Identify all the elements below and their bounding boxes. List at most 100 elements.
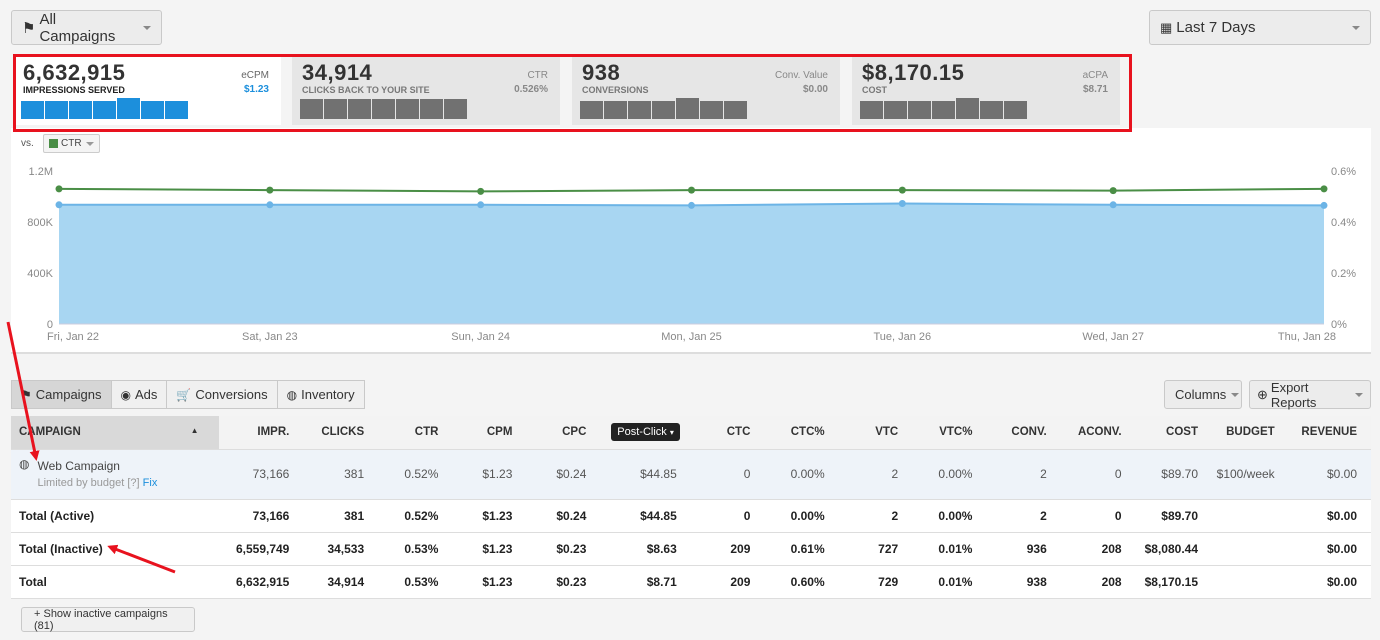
x-tick-label: Thu, Jan 28 — [1278, 331, 1336, 343]
stat-card-clicks[interactable]: 34,914 CLICKS BACK TO YOUR SITE CTR 0.52… — [292, 55, 560, 125]
eye-icon: ◉ — [120, 387, 132, 402]
y-right-tick-label: 0.4% — [1331, 217, 1356, 229]
table-cell: 209 — [690, 532, 765, 566]
table-cell: $1.23 — [452, 499, 527, 533]
table-cell: 0 — [1060, 449, 1136, 500]
impressions-point — [55, 201, 63, 209]
tab-label: Campaigns — [35, 387, 102, 402]
post-click-dropdown-label: Post-Click — [617, 426, 667, 439]
ctr-point — [898, 186, 906, 194]
campaign-select[interactable]: ⚑ All Campaigns — [11, 10, 162, 45]
ctr-swatch-icon — [49, 139, 58, 148]
sort-asc-icon: ▲ — [190, 426, 199, 436]
campaign-status-note: Limited by budget [?] — [37, 477, 140, 489]
table-cell: $0.24 — [526, 499, 601, 533]
stat-value: $8,170.15 — [862, 60, 965, 85]
tab-inventory[interactable]: ◍ Inventory — [276, 380, 365, 409]
table-cell: $44.85 — [600, 449, 691, 500]
compare-metric-select[interactable]: CTR — [43, 134, 100, 153]
show-inactive-campaigns-button[interactable]: + Show inactive campaigns (81) — [21, 607, 195, 632]
stat-card-cost[interactable]: $8,170.15 COST aCPA $8.71 — [852, 55, 1120, 125]
table-cell: 0.00% — [912, 449, 987, 500]
table-cell: 0.60% — [764, 565, 839, 599]
impressions-point — [1109, 201, 1117, 209]
fix-link[interactable]: Fix — [142, 477, 158, 489]
campaign-name-link[interactable]: Web Campaign — [37, 459, 120, 473]
table-cell: $1.23 — [452, 532, 527, 566]
tab-conversions[interactable]: 🛒 Conversions — [166, 380, 278, 409]
ctr-point — [688, 186, 695, 194]
sparkline — [580, 98, 747, 119]
stat-card-conversions[interactable]: 938 CONVERSIONS Conv. Value $0.00 — [572, 55, 840, 125]
table-cell: 936 — [986, 532, 1061, 566]
column-header[interactable]: IMPR. — [218, 416, 304, 450]
tab-campaigns[interactable]: ⚑ Campaigns — [11, 380, 112, 409]
table-row-total: Total 6,632,915 34,914 0.53% $1.23 $0.23 $8.71… — [11, 565, 1371, 599]
column-header-post-click[interactable]: Post-Click ▾ — [600, 416, 691, 450]
column-header[interactable]: CONV. — [986, 416, 1061, 450]
column-header[interactable]: REVENUE — [1288, 416, 1371, 450]
impressions-area — [59, 203, 1324, 324]
table-cell: $8.71 — [600, 565, 691, 599]
table-cell: 2 — [986, 499, 1061, 533]
chevron-down-icon — [1352, 26, 1360, 30]
campaign-select-label: All Campaigns — [39, 10, 116, 45]
stat-label: COST — [862, 85, 888, 95]
column-header[interactable]: CPM — [452, 416, 527, 450]
y-right-tick-label: 0.2% — [1331, 268, 1356, 280]
flag-icon: ⚑ — [22, 19, 36, 37]
ctr-point — [55, 185, 63, 193]
column-header[interactable]: ACONV. — [1060, 416, 1136, 450]
columns-button[interactable]: Columns — [1164, 380, 1242, 409]
column-header[interactable]: CTC% — [764, 416, 839, 450]
column-header[interactable]: CPC — [526, 416, 601, 450]
column-header[interactable]: VTC — [838, 416, 913, 450]
table-cell: 381 — [303, 499, 379, 533]
campaigns-table: CAMPAIGN ▲ IMPR. CLICKS CTR CPM CPC Post-… — [11, 416, 1371, 599]
stat-card-impressions[interactable]: 6,632,915 IMPRESSIONS SERVED eCPM $1.23 — [13, 55, 281, 125]
compare-metric-label: CTR — [61, 138, 82, 149]
table-cell: 34,533 — [303, 532, 379, 566]
table-row-web-campaign[interactable]: ◍ Web Campaign Limited by budget [?] Fix… — [11, 449, 1371, 500]
table-cell: 0.01% — [912, 565, 987, 599]
stat-side-value: $8.71 — [1082, 84, 1108, 95]
table-cell: 381 — [303, 449, 379, 500]
chevron-down-icon — [1231, 392, 1240, 397]
column-header[interactable]: CTC — [690, 416, 765, 450]
table-cell: $0.23 — [526, 565, 601, 599]
chevron-down-icon: ▾ — [669, 428, 674, 438]
stat-side-value: 0.526% — [514, 84, 548, 95]
table-cell: 0 — [690, 499, 765, 533]
tab-ads[interactable]: ◉ Ads — [110, 380, 168, 409]
impressions-point — [898, 200, 906, 208]
table-cell: $89.70 — [1135, 499, 1212, 533]
date-range-select[interactable]: ▦ Last 7 Days — [1149, 10, 1371, 45]
export-reports-button[interactable]: ⊕ Export Reports — [1249, 379, 1371, 410]
table-cell: 0.53% — [378, 565, 453, 599]
column-header[interactable]: VTC% — [912, 416, 987, 450]
column-header[interactable]: COST — [1135, 416, 1212, 450]
table-cell: $0.00 — [1288, 449, 1371, 500]
stat-value: 34,914 — [302, 60, 373, 85]
ctr-point — [1109, 187, 1117, 195]
x-tick-label: Tue, Jan 26 — [873, 331, 931, 343]
table-cell: 6,632,915 — [218, 565, 304, 599]
table-cell: $89.70 — [1135, 449, 1212, 500]
y-right-tick-label: 0% — [1331, 319, 1347, 331]
tab-label: Ads — [135, 387, 158, 402]
column-header-campaign[interactable]: CAMPAIGN ▲ — [11, 416, 219, 450]
column-header[interactable]: CTR — [378, 416, 453, 450]
table-row-total: Total (Active) 73,166 381 0.52% $1.23 $0.24 $4… — [11, 499, 1371, 533]
chevron-down-icon — [1355, 392, 1363, 397]
column-header[interactable]: BUDGET — [1212, 416, 1289, 450]
table-cell — [1212, 565, 1289, 599]
y-left-tick-label: 400K — [27, 268, 53, 280]
impressions-chart: 1.2M 800K 400K 0 0.6% 0.4% 0.2% 0% Fri, Jan 22 Sa… — [27, 166, 1356, 343]
table-cell: 0.00% — [912, 499, 987, 533]
table-cell: 73,166 — [218, 499, 304, 533]
export-label: Export Reports — [1270, 379, 1317, 410]
globe-icon: ◍ — [286, 387, 298, 402]
chevron-down-icon — [143, 25, 151, 30]
column-header[interactable]: CLICKS — [303, 416, 379, 450]
table-cell: 208 — [1060, 532, 1136, 566]
